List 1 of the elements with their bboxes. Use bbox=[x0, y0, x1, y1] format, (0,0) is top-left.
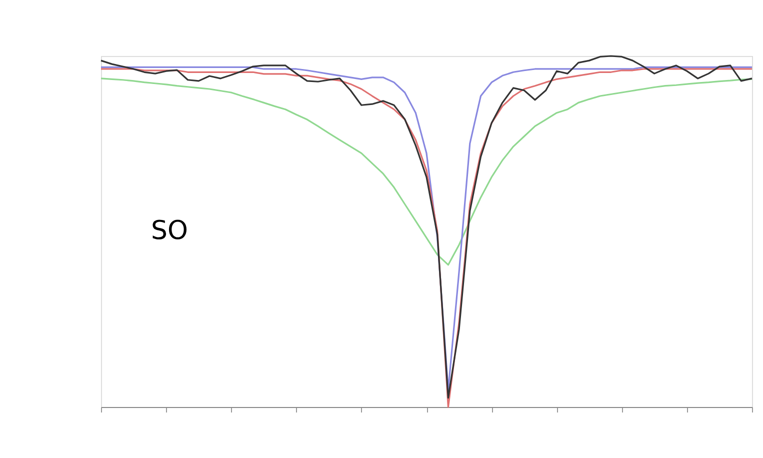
annotation: SO bbox=[151, 216, 188, 246]
